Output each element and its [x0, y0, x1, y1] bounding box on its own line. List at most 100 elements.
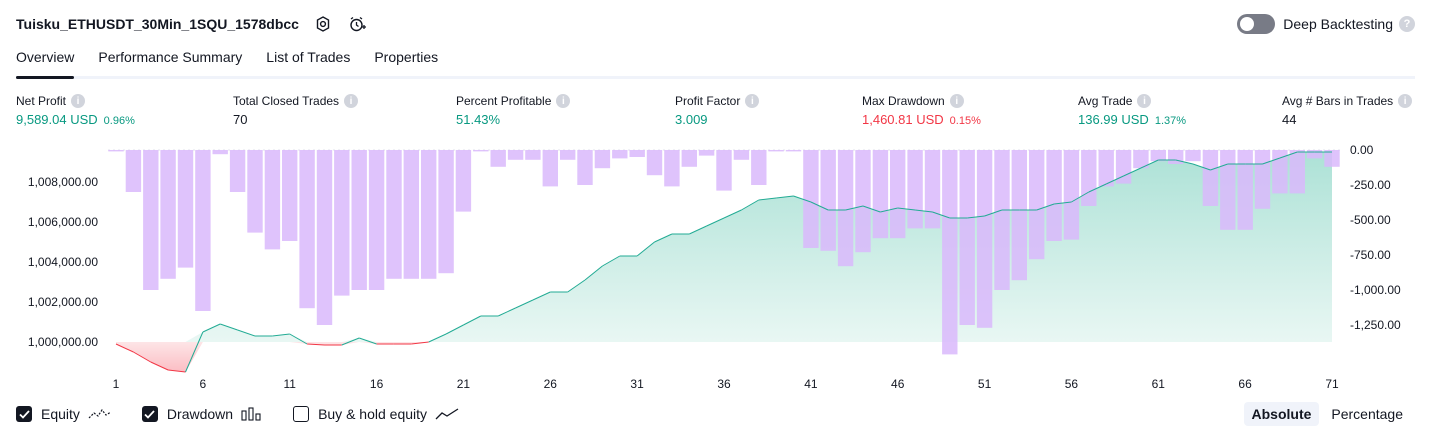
metric-value: 9,589.04 USD	[16, 112, 98, 127]
strategy-title: Tuisku_ETHUSDT_30Min_1SQU_1578dbcc	[16, 16, 299, 32]
equity-line-segment	[1105, 175, 1124, 185]
drawdown-bar	[368, 150, 385, 290]
tab-performance-summary[interactable]: Performance Summary	[98, 49, 243, 65]
metrics-row: Net Profit i 9,589.04 USD 0.96% Total Clos…	[16, 92, 1415, 132]
drawdown-bar	[681, 150, 697, 167]
drawdown-bar	[490, 150, 506, 167]
equity-line-segment	[1088, 183, 1107, 193]
x-axis-tick: 46	[891, 377, 905, 391]
tab-overview[interactable]: Overview	[16, 44, 75, 79]
info-icon[interactable]: i	[556, 94, 571, 108]
drawdown-bar	[1150, 150, 1166, 162]
equity-line-segment	[862, 205, 881, 213]
drawdown-bar	[525, 150, 541, 160]
drawdown-bar	[698, 150, 715, 156]
equity-line-segment	[810, 201, 829, 211]
drawdown-bar	[976, 150, 993, 328]
equity-line-segment	[307, 343, 325, 346]
drawdown-bar	[1098, 150, 1114, 187]
right-axis-tick: -500.00	[1350, 213, 1391, 227]
drawdown-bar	[212, 150, 228, 155]
drawdown-bar	[1133, 150, 1149, 169]
drawdown-bar	[1115, 150, 1132, 184]
equity-checkbox[interactable]	[16, 406, 32, 422]
info-icon[interactable]: i	[745, 94, 760, 108]
strategy-header: Tuisku_ETHUSDT_30Min_1SQU_1578dbcc	[16, 12, 367, 36]
metric-percent: 0.96%	[103, 115, 135, 127]
equity-line-segment	[636, 241, 655, 257]
drawdown-bar	[959, 150, 975, 325]
drawdown-bar	[473, 150, 489, 152]
equity-drawdown-chart[interactable]: 1,000,000.00 1,002,000.00 1,004,000.00 1,00…	[0, 0, 1431, 400]
drawdown-toggle[interactable]: Drawdown	[141, 406, 263, 422]
drawdown-bar	[820, 150, 836, 251]
tab-properties[interactable]: Properties	[374, 49, 439, 65]
drawdown-bar	[924, 150, 941, 229]
equity-line-segment	[915, 209, 933, 213]
drawdown-checkbox[interactable]	[141, 406, 158, 422]
equity-line-segment	[1071, 191, 1090, 203]
equity-line-segment	[411, 341, 429, 345]
drawdown-bar	[577, 150, 593, 185]
drawdown-bar	[907, 150, 923, 229]
drawdown-bar	[612, 150, 628, 159]
info-icon[interactable]: i	[1398, 94, 1413, 108]
equity-area	[116, 152, 1332, 342]
right-axis-tick: -250.00	[1350, 178, 1391, 192]
equity-toggle[interactable]: Equity	[16, 406, 112, 422]
equity-line-segment	[150, 361, 169, 371]
absolute-button[interactable]: Absolute	[1243, 402, 1320, 426]
help-icon[interactable]: ?	[1399, 16, 1415, 32]
drawdown-bar	[229, 150, 246, 192]
add-alert-icon[interactable]	[347, 14, 367, 34]
info-icon[interactable]: i	[1137, 94, 1152, 108]
drawdown-bar	[1306, 150, 1323, 159]
metric-avg-bars: Avg # Bars in Trades i 44	[1282, 92, 1413, 127]
drawdown-bar	[1220, 150, 1236, 230]
metric-label: Percent Profitable	[456, 94, 552, 108]
deep-backtesting-toggle[interactable]	[1237, 14, 1276, 34]
settings-icon[interactable]	[313, 14, 333, 34]
drawdown-bar	[837, 150, 854, 267]
x-axis-tick: 66	[1238, 377, 1252, 391]
x-axis-tick: 56	[1065, 377, 1079, 391]
equity-line-segment	[967, 215, 985, 219]
metric-percent-profitable: Percent Profitable i 51.43%	[456, 92, 571, 127]
drawdown-bar	[421, 150, 437, 279]
x-axis-tick: 6	[200, 377, 207, 391]
drawdown-bar	[1063, 150, 1080, 240]
info-icon[interactable]: i	[71, 94, 86, 108]
drawdown-bar	[785, 150, 802, 152]
buy-hold-checkbox[interactable]	[293, 406, 310, 422]
info-icon[interactable]: i	[949, 94, 964, 108]
equity-line-segment	[133, 351, 151, 363]
drawdown-bar	[646, 150, 663, 176]
equity-line-segment	[289, 333, 308, 345]
metric-label: Profit Factor	[675, 94, 741, 108]
info-icon[interactable]: i	[344, 94, 359, 108]
equity-line-segment	[185, 331, 204, 373]
drawdown-bar	[1046, 150, 1062, 241]
equity-line-segment	[602, 255, 621, 267]
drawdown-bar	[1029, 150, 1045, 260]
percentage-button[interactable]: Percentage	[1331, 406, 1403, 422]
equity-line-segment	[515, 299, 534, 309]
equity-line-segment	[793, 195, 812, 203]
drawdown-bar	[942, 150, 958, 355]
metric-percent: 1.37%	[1154, 115, 1187, 127]
equity-line-segment	[1262, 157, 1281, 165]
equity-line-segment	[202, 323, 221, 333]
tab-list-of-trades[interactable]: List of Trades	[266, 49, 351, 65]
equity-line-segment	[845, 205, 864, 211]
equity-line-segment	[168, 369, 186, 373]
drawdown-bar	[108, 150, 124, 152]
drawdown-bar	[125, 150, 142, 192]
drawdown-bar	[247, 150, 263, 233]
metric-label: Max Drawdown	[862, 94, 945, 108]
buy-hold-toggle[interactable]: Buy & hold equity	[293, 406, 459, 422]
drawdown-bar	[264, 150, 281, 250]
equity-line-segment	[776, 195, 794, 199]
equity-line-segment	[237, 329, 256, 337]
right-axis-tick: -1,000.00	[1350, 283, 1401, 297]
drawdown-bar	[1081, 150, 1097, 206]
